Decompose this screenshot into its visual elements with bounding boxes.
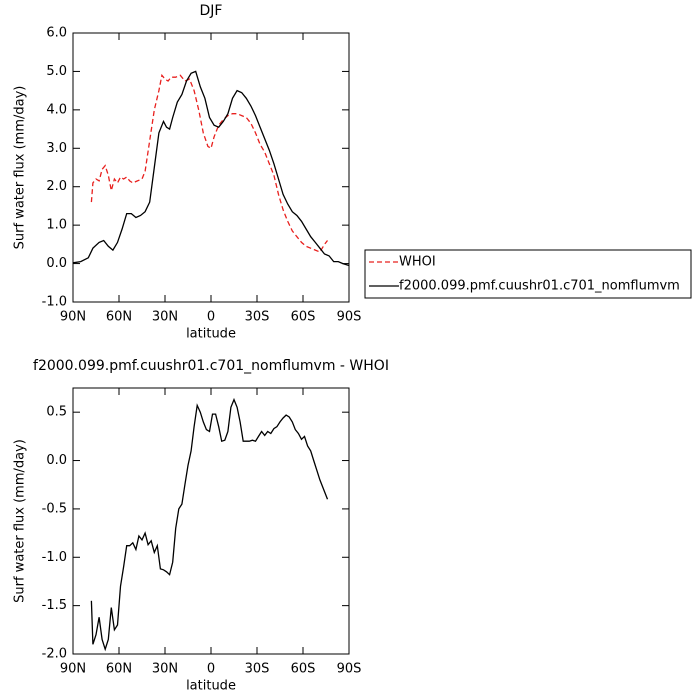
y-tick-label: 2.0 — [46, 179, 67, 194]
x-tick-label: 90S — [337, 310, 362, 325]
y-tick-label: -2.0 — [42, 647, 67, 662]
data-line — [90, 397, 329, 652]
data-line — [90, 73, 329, 253]
y-tick-label: -0.5 — [42, 501, 67, 516]
y-tick-label: 6.0 — [46, 26, 67, 41]
y-tick-label: 0.5 — [46, 405, 67, 420]
legend-box — [364, 249, 692, 299]
y-tick-label: -1.5 — [42, 598, 67, 613]
y-tick-label: 1.0 — [46, 218, 67, 233]
x-tick-label: 90N — [60, 310, 86, 325]
x-axis-label: latitude — [186, 327, 236, 342]
x-tick-label: 90N — [60, 662, 86, 677]
x-tick-label: 30S — [245, 310, 270, 325]
x-tick-label: 30N — [152, 310, 178, 325]
data-line — [72, 70, 350, 267]
y-tick-label: -1.0 — [42, 295, 67, 310]
chart-title: f2000.099.pmf.cuushr01.c701_nomflumvm - … — [33, 358, 389, 374]
y-tick-label: 5.0 — [46, 64, 67, 79]
x-axis-label: latitude — [186, 679, 236, 694]
y-tick-label: 0.0 — [46, 256, 67, 271]
x-tick-label: 60N — [106, 662, 132, 677]
x-tick-label: 30S — [245, 662, 270, 677]
legend-label: WHOI — [399, 255, 436, 270]
legend-label: f2000.099.pmf.cuushr01.c701_nomflumvm — [399, 279, 680, 294]
chart-title: DJF — [200, 3, 223, 19]
y-tick-label: 0.0 — [46, 453, 67, 468]
y-axis-label: Surf water flux (mm/day) — [13, 439, 28, 603]
y-tick-label: 3.0 — [46, 141, 67, 156]
plot-frame — [72, 32, 350, 303]
x-tick-label: 60S — [291, 662, 316, 677]
x-tick-label: 0 — [207, 662, 215, 677]
x-tick-label: 60N — [106, 310, 132, 325]
y-tick-label: -1.0 — [42, 550, 67, 565]
x-tick-label: 60S — [291, 310, 316, 325]
x-tick-label: 0 — [207, 310, 215, 325]
x-tick-label: 30N — [152, 662, 178, 677]
plot-frame — [72, 387, 350, 655]
x-tick-label: 90S — [337, 662, 362, 677]
y-axis-label: Surf water flux (mm/day) — [13, 86, 28, 250]
y-tick-label: 4.0 — [46, 102, 67, 117]
